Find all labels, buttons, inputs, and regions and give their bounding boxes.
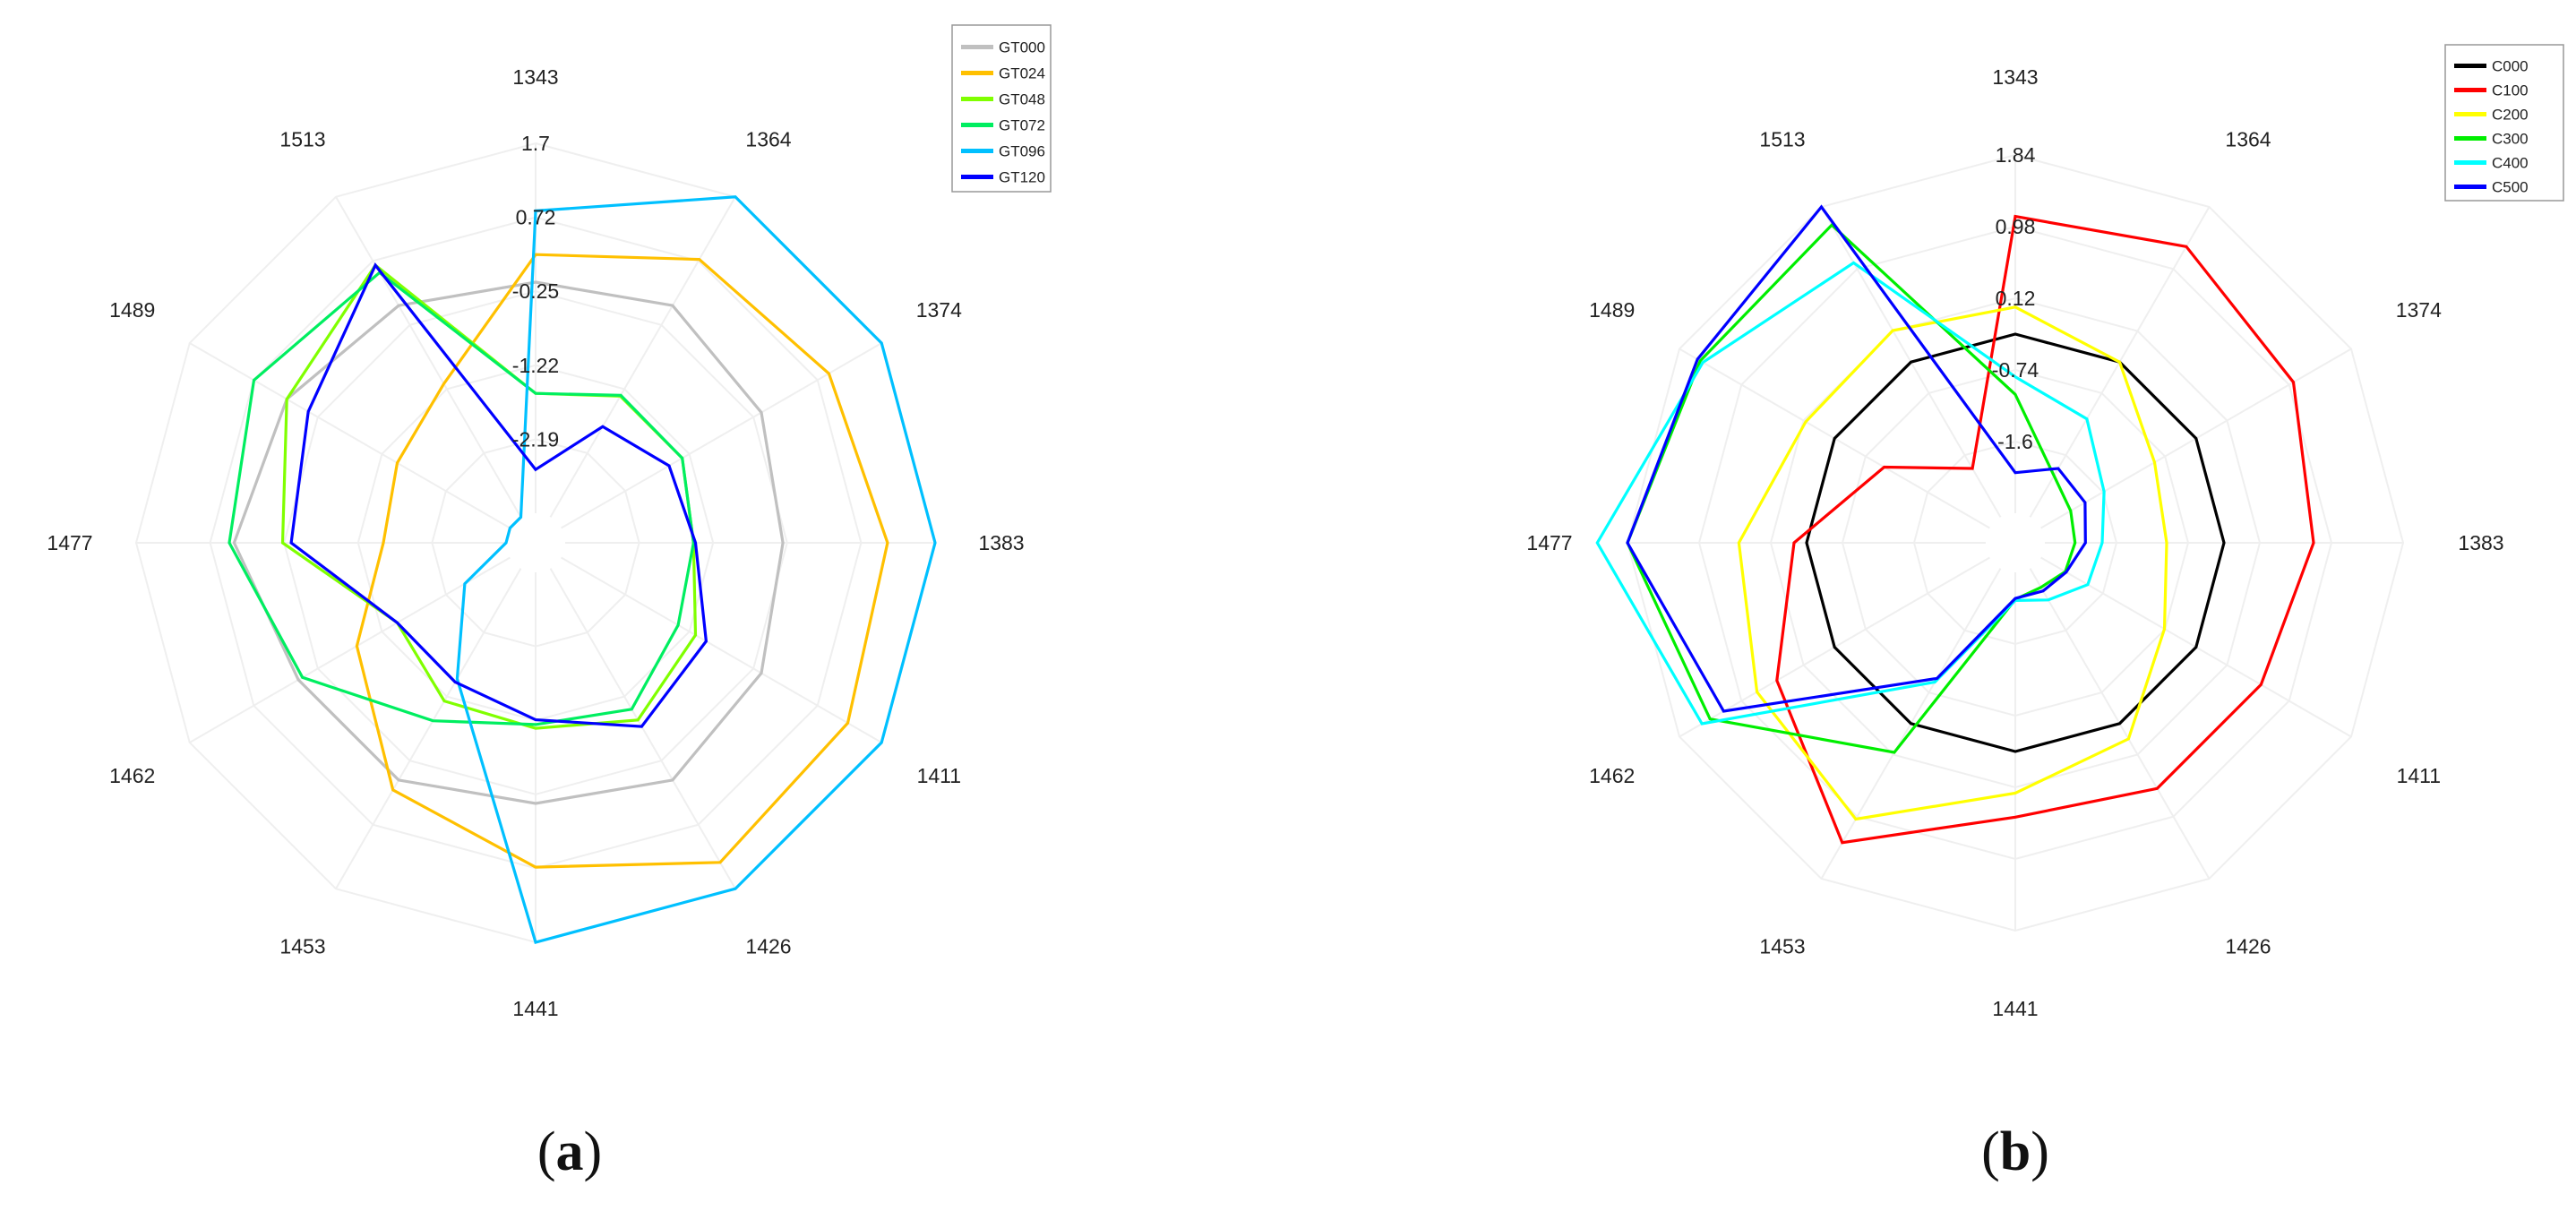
category-label: 1411 (2397, 764, 2441, 787)
category-label: 1462 (109, 764, 155, 787)
legend: C000 C100 C200 C300 C400 C500 (2444, 44, 2564, 202)
category-label: 1364 (745, 128, 791, 151)
category-label: 1383 (2458, 531, 2503, 554)
series-line-c100 (1775, 214, 2315, 845)
category-label: 1374 (2396, 298, 2442, 322)
category-label: 1441 (512, 997, 558, 1020)
category-label: 1489 (109, 298, 155, 322)
legend-entry: GT000 (999, 39, 1045, 56)
legend-entry: GT096 (999, 143, 1045, 160)
category-label: 1411 (917, 764, 961, 787)
tick-label: -1.6 (1997, 430, 2033, 453)
category-label: 1453 (279, 934, 325, 958)
category-label: 1343 (1992, 65, 2038, 89)
category-label: 1441 (1992, 997, 2038, 1020)
panel-label-close: ) (2031, 1121, 2049, 1182)
legend: GT000 GT024 GT048 GT072 GT096 GT120 (951, 24, 1052, 193)
legend-entry: C300 (2492, 131, 2529, 148)
radar-chart-b: 1.84 0.98 0.12 -0.74 -1.6 1343 1364 1374 1383 141… (1526, 44, 2564, 1182)
legend-entry: C000 (2492, 58, 2529, 75)
series-line-gt072 (228, 271, 695, 726)
category-label: 1343 (512, 65, 558, 89)
grid-spoke (335, 568, 522, 889)
category-label: 1462 (1589, 764, 1635, 787)
category-label: 1513 (279, 128, 325, 151)
radar-chart-a: 1.7 0.72 -0.25 -1.22 -2.19 1343 1364 1374 1383 14… (47, 24, 1052, 1182)
tick-label: 1.7 (521, 132, 550, 155)
tick-label: -2.19 (512, 427, 559, 451)
legend-box (2444, 44, 2564, 202)
grid-spoke (335, 196, 522, 518)
category-label: 1489 (1589, 298, 1635, 322)
category-label: 1383 (978, 531, 1024, 554)
series-line-c500 (1626, 204, 2087, 713)
category-label: 1426 (745, 934, 791, 958)
legend-entry: C500 (2492, 179, 2529, 196)
series-line-c000 (1805, 332, 2226, 753)
radar-grid (1626, 153, 2405, 932)
series-line-gt024 (355, 253, 889, 869)
panel-label: (a) (537, 1121, 602, 1182)
series-line-gt096 (455, 195, 937, 944)
grid-spoke (549, 568, 736, 889)
category-label: 1374 (916, 298, 962, 322)
legend-entry: GT072 (999, 117, 1045, 134)
tick-label: -0.74 (1992, 358, 2039, 382)
radar-grid (134, 142, 937, 944)
legend-entry: GT048 (999, 91, 1045, 108)
category-label: 1477 (1526, 531, 1572, 554)
grid-spoke (561, 342, 882, 529)
grid-spoke (189, 556, 511, 743)
tick-label: 0.12 (1996, 287, 2036, 310)
legend-entry: C100 (2492, 82, 2529, 99)
panel-label-close: ) (584, 1121, 603, 1182)
grid-spoke (549, 196, 736, 518)
tick-label: -1.22 (512, 354, 559, 377)
panel-label-open: ( (1981, 1121, 2000, 1182)
category-label: 1477 (47, 531, 92, 554)
legend-entry: GT024 (999, 65, 1045, 82)
tick-label: 1.84 (1996, 143, 2036, 167)
category-label: 1453 (1759, 934, 1805, 958)
legend-box (951, 24, 1052, 193)
series-line-c200 (1737, 305, 2168, 821)
panel-label-letter: b (2000, 1121, 2031, 1182)
panel-label: (b) (1981, 1121, 2049, 1182)
legend-entry: GT120 (999, 169, 1045, 186)
legend-entry: C200 (2492, 107, 2529, 124)
series-line-c400 (1595, 261, 2106, 726)
category-label: 1364 (2225, 128, 2271, 151)
tick-label: -0.25 (512, 279, 559, 303)
panel-label-open: ( (537, 1121, 556, 1182)
panel-label-letter: a (556, 1121, 584, 1182)
tick-label: 0.98 (1996, 215, 2036, 238)
grid-spoke (561, 556, 882, 743)
series-line-gt120 (289, 262, 708, 728)
tick-label: 0.72 (516, 206, 556, 229)
category-label: 1513 (1759, 128, 1805, 151)
legend-entry: C400 (2492, 155, 2529, 172)
category-label: 1426 (2225, 934, 2271, 958)
grid-spoke (189, 342, 511, 529)
